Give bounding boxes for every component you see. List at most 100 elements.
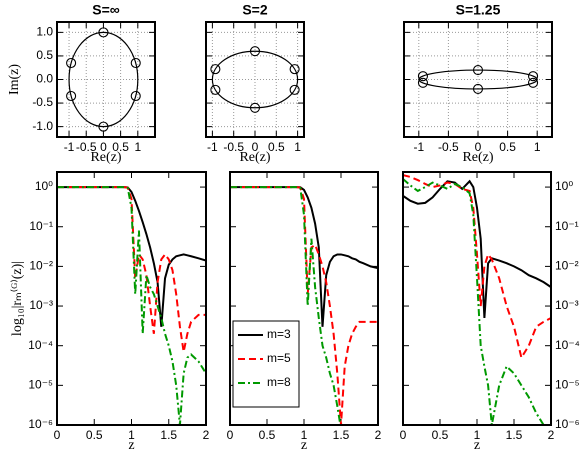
panel-title: S=2 <box>242 2 268 18</box>
y-axis-label: Im(z) <box>7 64 22 95</box>
y-tick-label: 10⁰ <box>555 179 573 193</box>
point <box>130 90 141 102</box>
x-tick-label: 1 <box>534 140 541 154</box>
frame <box>229 171 379 426</box>
x-axis-label: z <box>301 438 307 449</box>
curve <box>418 69 538 90</box>
series-line <box>230 186 378 425</box>
curve <box>68 31 139 128</box>
x-tick-label: 0 <box>100 140 107 154</box>
y-tick-label: 10⁰ <box>35 179 53 193</box>
point <box>210 84 221 95</box>
plot-area <box>230 186 378 425</box>
x-tick-label: 2 <box>548 428 555 442</box>
series-line <box>57 186 206 425</box>
y-tick-label: 0.5 <box>36 48 53 62</box>
x-tick-label: 2 <box>375 428 382 442</box>
y-tick-label: 10⁻⁶ <box>555 417 580 431</box>
point <box>528 71 539 82</box>
plot-area <box>417 65 539 94</box>
x-tick-label: 1 <box>128 428 135 442</box>
y-tick-label: 10⁻² <box>29 259 53 273</box>
frame <box>205 21 305 138</box>
x-tick-label: 0 <box>252 140 259 154</box>
x-tick-label: -0.5 <box>438 140 459 154</box>
x-tick-label: 1.5 <box>160 428 177 442</box>
x-tick-label: -1 <box>64 140 75 154</box>
x-tick-label: 0 <box>227 428 234 442</box>
point <box>289 64 300 75</box>
x-tick-label: 0.5 <box>499 140 516 154</box>
x-tick-label: 0.5 <box>432 428 449 442</box>
frame <box>402 171 552 426</box>
x-tick-label: 0.5 <box>112 140 129 154</box>
x-tick-label: 0 <box>54 428 61 442</box>
y-tick-label: 10⁻⁴ <box>28 338 53 352</box>
panel-title: S=∞ <box>92 2 120 18</box>
x-tick-label: 0.5 <box>86 428 103 442</box>
x-tick-label: -1 <box>413 140 424 154</box>
point <box>249 46 261 57</box>
x-tick-label: 0 <box>475 140 482 154</box>
x-tick-label: 0.5 <box>268 140 285 154</box>
frame <box>56 171 207 426</box>
y-tick-label: 10⁻¹ <box>555 219 579 233</box>
x-tick-label: 1 <box>474 428 481 442</box>
point <box>249 102 261 113</box>
y-tick-label: 10⁻² <box>555 259 579 273</box>
y-tick-label: 0.0 <box>36 72 53 86</box>
y-tick-label: 10⁻³ <box>555 298 579 312</box>
point <box>66 90 77 102</box>
x-tick-label: -0.5 <box>223 140 244 154</box>
panel-title: S=1.25 <box>456 2 501 18</box>
x-tick-label: -1 <box>207 140 218 154</box>
x-tick-label: 0.5 <box>259 428 276 442</box>
point <box>417 71 428 82</box>
y-tick-label: -1.0 <box>32 119 53 133</box>
point <box>472 65 484 76</box>
point <box>98 27 109 38</box>
frame <box>56 21 156 138</box>
point <box>130 57 141 69</box>
y-tick-label: 10⁻⁶ <box>28 417 53 431</box>
y-tick-label: 10⁻¹ <box>29 219 53 233</box>
y-tick-label: 10⁻³ <box>29 298 53 312</box>
curve <box>211 50 299 109</box>
legend-label: m=5 <box>267 351 291 365</box>
x-axis-label: Re(z) <box>462 150 493 165</box>
plot-area <box>66 27 141 132</box>
plot-area <box>210 46 300 113</box>
y-tick-label: 10⁻⁴ <box>555 338 580 352</box>
legend-label: m=3 <box>267 327 291 341</box>
x-tick-label: 0 <box>400 428 407 442</box>
plot-area <box>57 186 206 425</box>
y-tick-label: 1.0 <box>36 25 53 39</box>
series-line <box>403 179 551 319</box>
y-tick-label: 10⁻⁵ <box>28 378 53 392</box>
legend-label: m=8 <box>267 375 291 389</box>
x-tick-label: -0.5 <box>76 140 97 154</box>
point <box>528 77 539 88</box>
x-tick-label: 1 <box>301 428 308 442</box>
x-tick-label: 1 <box>294 140 301 154</box>
point <box>98 121 109 132</box>
x-axis-label: z <box>128 438 134 449</box>
y-axis-label: log₁₀|rₘ⁽ᴳ⁾(z)| <box>10 261 25 336</box>
x-axis-label: z <box>474 438 480 449</box>
x-tick-label: 1.5 <box>506 428 523 442</box>
frame <box>403 21 553 138</box>
y-tick-label: 10⁻⁵ <box>555 378 580 392</box>
x-tick-label: 1.5 <box>333 428 350 442</box>
series-line <box>403 178 546 425</box>
x-axis-label: Re(z) <box>90 150 121 165</box>
x-axis-label: Re(z) <box>239 150 270 165</box>
point <box>66 57 77 69</box>
x-tick-label: 1 <box>134 140 141 154</box>
point <box>210 64 221 75</box>
point <box>472 83 484 94</box>
x-tick-label: 2 <box>203 428 210 442</box>
point <box>289 84 300 95</box>
plot-area <box>403 174 551 425</box>
point <box>417 77 428 88</box>
